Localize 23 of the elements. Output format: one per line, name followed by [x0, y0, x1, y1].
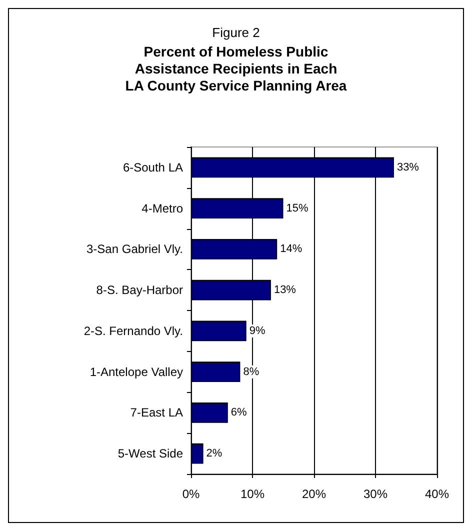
chart-title: Figure 2 [212, 25, 260, 40]
data-label: 15% [286, 202, 308, 214]
x-tick-label: 40% [424, 487, 450, 501]
x-tick-label: 10% [240, 487, 265, 501]
y-tick-label: 7-East LA [130, 406, 183, 420]
x-tick-label: 0% [182, 487, 200, 501]
data-label: 33% [396, 161, 420, 174]
data-label: 6% [230, 406, 248, 419]
y-tick-label: 1-Antelope Valley [90, 364, 183, 379]
x-tick-label: 30% [363, 487, 388, 501]
data-label: 9% [249, 324, 266, 337]
y-tick-label: 2-S. Fernando Vly. [84, 324, 183, 338]
y-tick-label: 5-West Side [118, 446, 184, 461]
x-tick-label: 20% [302, 487, 326, 501]
data-label: 13% [274, 284, 296, 296]
data-label: 2% [206, 448, 222, 460]
y-tick-label: 6-South LA [122, 160, 183, 174]
chart-subtitle: Percent of Homeless Public Assistance Recipients in Each LA County Service Planning Area [125, 44, 347, 94]
data-label: 8% [243, 366, 260, 378]
data-label: 14% [280, 243, 302, 256]
y-tick-label: 3-San Gabriel Vly. [86, 242, 183, 256]
y-tick-label: 8-S. Bay-Harbor [96, 283, 183, 298]
y-tick-label: 4-Metro [142, 201, 184, 216]
